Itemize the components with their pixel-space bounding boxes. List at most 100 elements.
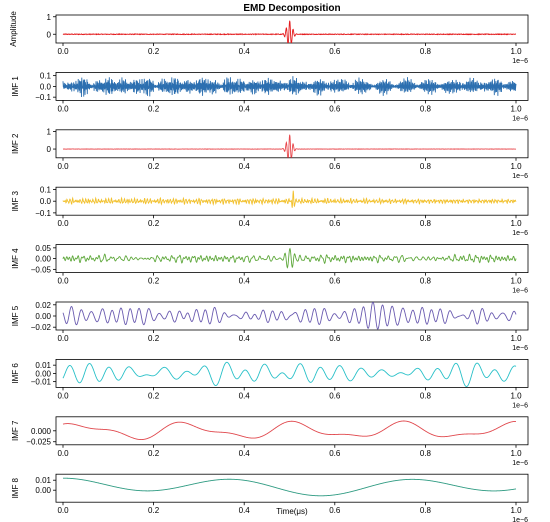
- x-tick-label: 0.4: [239, 162, 251, 171]
- y-tick-label: 0.00: [35, 255, 51, 264]
- x-tick-label: 0.8: [420, 219, 432, 228]
- x-exponent-label: 1e−6: [512, 402, 528, 409]
- y-tick-label: 0.00: [35, 312, 51, 321]
- y-tick-label: −0.05: [31, 265, 52, 274]
- x-tick-label: 0.0: [57, 334, 69, 343]
- x-exponent-label: 1e−6: [512, 460, 528, 467]
- x-tick-label: 0.2: [148, 277, 160, 286]
- x-tick-label: 0.6: [329, 506, 341, 515]
- series-line-8: [62, 420, 516, 440]
- x-tick-label: 0.2: [148, 104, 160, 113]
- panel-8: 0.000 −0.025 IMF 7 0.0 0.2 0.4 0.6 0.8 1.0 1e−6: [11, 416, 529, 467]
- panel-7: 0.010.00−0.01 IMF 6 0.0 0.2 0.4 0.6 0.8 1.0 1e−6: [11, 358, 529, 409]
- y-tick-label: 0.00: [35, 369, 51, 378]
- x-tick-label: 0.8: [420, 104, 432, 113]
- x-tick-label: 1.0: [510, 334, 522, 343]
- x-tick-label: 0.2: [148, 449, 160, 458]
- series-line-4: [62, 190, 517, 208]
- x-tick-label: 0.8: [420, 506, 432, 515]
- panel-3: 1 0 IMF 2 0.0 0.2 0.4 0.6 0.8 1.0 1e−6: [11, 128, 529, 180]
- x-tick-label: 0.0: [57, 277, 69, 286]
- y-axis-label: IMF 8: [11, 477, 20, 498]
- x-tick-label: 0.4: [239, 277, 251, 286]
- y-tick-label: 0: [47, 145, 52, 154]
- x-tick-label: 0.6: [329, 334, 341, 343]
- y-tick-label: −0.02: [31, 323, 52, 332]
- y-tick-label: −0.025: [26, 438, 51, 447]
- y-axis-label: IMF 3: [11, 190, 20, 211]
- x-tick-label: 0.2: [148, 506, 160, 515]
- x-tick-label: 0.4: [239, 104, 251, 113]
- panel-6: 0.02 0.00 −0.02 IMF 5 0.0 0.2 0.4 0.6 0.8 1.0 1e−6: [11, 301, 529, 352]
- x-tick-label: 0.4: [239, 219, 251, 228]
- panel-frame: [55, 473, 529, 503]
- y-tick-label: 1: [47, 128, 52, 137]
- x-tick-label: 0.6: [329, 391, 341, 400]
- x-tick-label: 0.2: [148, 162, 160, 171]
- y-tick-label: 0: [47, 30, 52, 39]
- x-tick-label: 0.4: [239, 506, 251, 515]
- panel-frame: [55, 129, 529, 159]
- series-line-7: [62, 361, 517, 388]
- y-tick-label: −0.1: [35, 209, 51, 218]
- x-tick-label: 0.0: [57, 449, 69, 458]
- x-tick-label: 0.8: [420, 162, 432, 171]
- x-tick-label: 0.2: [148, 391, 160, 400]
- x-tick-label: 0.8: [420, 334, 432, 343]
- x-tick-label: 0.0: [57, 47, 69, 56]
- x-tick-label: 1.0: [510, 391, 522, 400]
- series-line-9: [63, 477, 517, 497]
- x-tick-label: 0.0: [57, 162, 69, 171]
- y-axis-label: IMF 1: [11, 76, 20, 97]
- x-tick-label: 0.8: [420, 47, 432, 56]
- chart-title: EMD Decomposition: [243, 3, 340, 14]
- x-tick-label: 1.0: [510, 277, 522, 286]
- x-tick-label: 0.6: [329, 162, 341, 171]
- y-tick-label: −0.01: [31, 378, 52, 387]
- x-exponent-label: 1e−6: [512, 173, 528, 180]
- y-tick-label: 0.01: [35, 476, 51, 485]
- panel-1: 1 0 Amplitude 0.0 0.2 0.4 0.6 0.8 1.0 1e−6: [9, 11, 529, 65]
- x-tick-label: 0.0: [57, 506, 69, 515]
- panel-frame: [55, 244, 529, 274]
- x-tick-label: 0.6: [329, 104, 341, 113]
- x-tick-label: 0.8: [420, 277, 432, 286]
- series-line-2: [62, 76, 517, 98]
- x-exponent-label: 1e−6: [512, 115, 528, 122]
- x-tick-label: 1.0: [510, 47, 522, 56]
- y-tick-label: 0.0: [40, 197, 52, 206]
- x-tick-label: 0.6: [329, 47, 341, 56]
- x-exponent-label: 1e−6: [512, 345, 528, 352]
- series-line-3: [62, 134, 517, 158]
- x-tick-label: 0.2: [148, 219, 160, 228]
- panel-frame: [55, 14, 529, 44]
- x-tick-label: 0.6: [329, 277, 341, 286]
- x-tick-label: 0.8: [420, 391, 432, 400]
- y-axis-label: Amplitude: [9, 11, 18, 47]
- x-tick-label: 0.4: [239, 47, 251, 56]
- y-tick-label: 0.000: [31, 427, 52, 436]
- y-tick-label: 0.1: [40, 186, 52, 195]
- y-axis-label: IMF 4: [11, 248, 20, 269]
- x-exponent-label: 1e−6: [512, 288, 528, 295]
- series-line-1: [62, 20, 516, 43]
- series-line-5: [62, 247, 517, 269]
- y-tick-label: 0.02: [35, 301, 51, 310]
- x-tick-label: 1.0: [510, 506, 522, 515]
- x-tick-label: 0.4: [239, 449, 251, 458]
- y-axis-label: IMF 5: [11, 305, 20, 326]
- panel-5: 0.05 0.00−0.05 IMF 4 0.0 0.2 0.4 0.6 0.8 1.0 1e−6: [11, 244, 529, 295]
- y-tick-label: 0.0: [40, 82, 52, 91]
- x-tick-label: 0.2: [148, 47, 160, 56]
- panel-frame: [55, 301, 529, 331]
- y-tick-label: 0.00: [35, 486, 51, 495]
- x-axis-label: Time(μs): [276, 507, 308, 516]
- y-tick-label: 0.01: [35, 361, 51, 370]
- y-axis-label: IMF 2: [11, 133, 20, 154]
- y-tick-label: 0.05: [35, 244, 51, 253]
- y-axis-label: IMF 6: [11, 363, 20, 384]
- x-tick-label: 0.0: [57, 104, 69, 113]
- x-exponent-label: 1e−6: [512, 58, 528, 65]
